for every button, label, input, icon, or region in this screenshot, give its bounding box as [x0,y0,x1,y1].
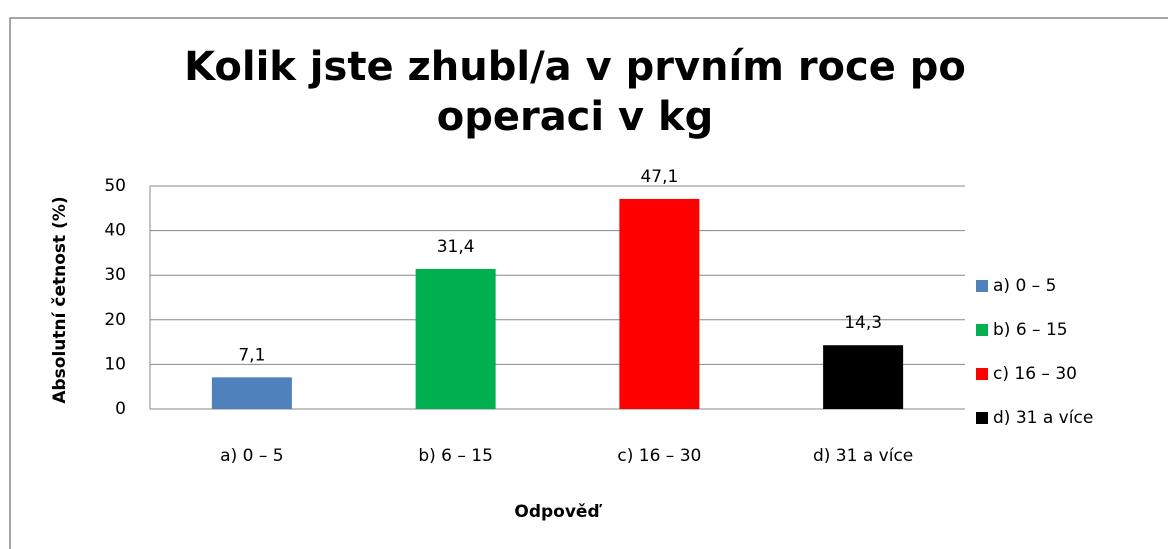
chart-title: Kolik jste zhubl/a v prvním roce po oper… [184,44,966,140]
legend-label: b) 6 – 15 [993,320,1068,340]
x-tick-label: a) 0 – 5 [220,446,283,466]
y-tick-label: 10 [104,354,126,374]
bar [415,268,496,409]
legend-swatch [976,412,988,424]
y-axis-label: Absolutní četnost (%) [50,196,70,403]
data-label: 7,1 [238,345,265,365]
y-tick-label: 40 [104,221,126,241]
y-tick-label: 30 [104,265,126,285]
bar [619,198,700,409]
x-axis-label: Odpověď [514,502,602,522]
x-tick-label: c) 16 – 30 [617,446,701,466]
data-label: 14,3 [844,313,882,333]
chart-frame [9,17,1168,549]
y-tick-label: 50 [104,176,126,196]
data-label: 31,4 [437,237,475,257]
legend-swatch [976,280,988,292]
y-tick-label: 0 [115,399,126,419]
data-label: 47,1 [640,167,678,187]
y-tick-label: 20 [104,310,126,330]
legend-label: c) 16 – 30 [993,364,1077,384]
bar [823,345,904,409]
legend-label: a) 0 – 5 [993,276,1056,296]
x-tick-label: b) 6 – 15 [418,446,493,466]
legend-swatch [976,368,988,380]
x-tick-label: d) 31 a více [813,446,913,466]
legend-swatch [976,324,988,336]
legend-label: d) 31 a více [993,408,1093,428]
bar [211,377,292,409]
